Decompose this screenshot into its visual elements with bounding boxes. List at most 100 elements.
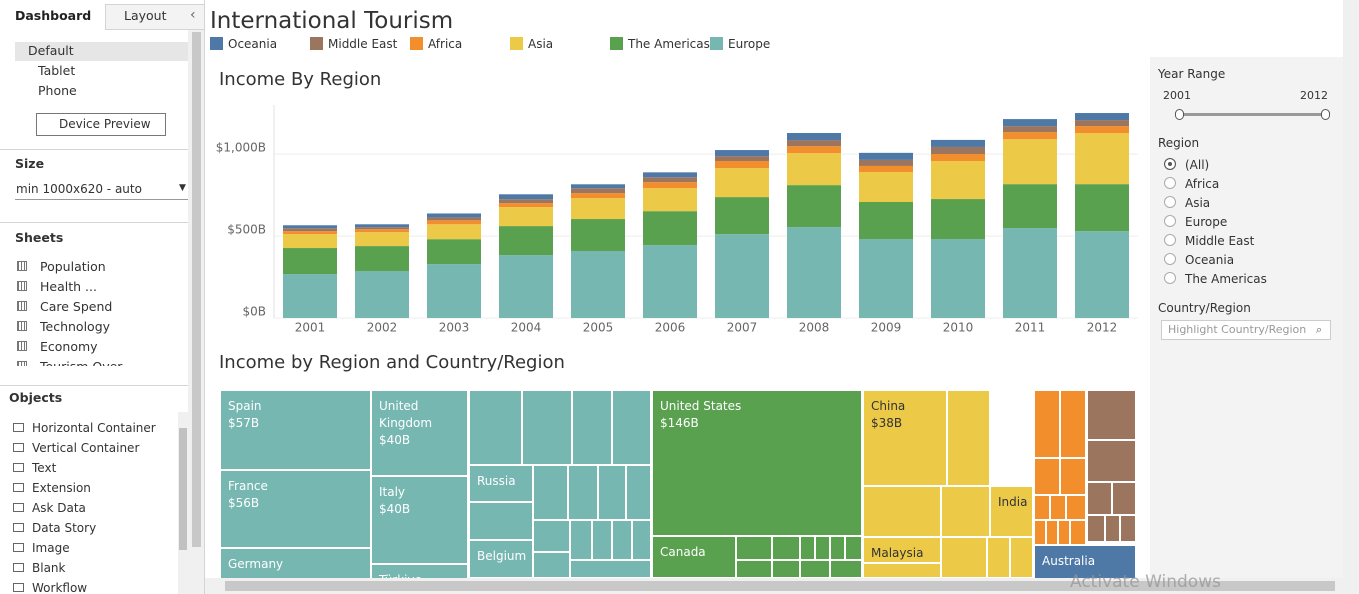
size-dropdown[interactable]: min 1000x620 - auto [16,182,142,196]
object-icon [13,583,24,592]
treemap-cell[interactable]: Germany [220,548,371,578]
object-item[interactable]: Ask Data [32,501,86,515]
treemap-cell[interactable]: China $38B [863,390,947,486]
bar-segment [859,201,913,240]
treemap-cell [941,537,987,578]
y-tick-label: $500B [227,223,266,237]
sheet-item[interactable]: Economy [40,339,98,354]
device-option[interactable]: Phone [38,83,77,98]
radio[interactable] [1164,253,1176,265]
treemap-cell[interactable]: Canada [652,536,736,578]
h-scrollbar-thumb[interactable] [225,581,1335,591]
sheet-list: Population Health ... Care Spend Technology… [0,255,188,366]
radio-label[interactable]: Asia [1185,196,1211,210]
radio[interactable] [1164,158,1176,170]
radio-label[interactable]: Europe [1185,215,1228,229]
radio[interactable] [1164,196,1176,208]
treemap-title: Income by Region and Country/Region [219,352,565,373]
slider-handle[interactable] [1175,109,1184,120]
treemap-cell [800,560,830,578]
treemap-cell [772,560,800,578]
treemap-cell[interactable]: United States $146B [652,390,862,536]
treemap-cell[interactable]: United Kingdom $40B [371,390,468,476]
object-item[interactable]: Data Story [32,521,97,535]
cell-label: Belgium [477,549,527,563]
treemap-cell [830,560,862,578]
sheet-item[interactable]: Tourism Over [40,359,122,366]
cell-label: Canada [660,545,706,559]
radio[interactable] [1164,215,1176,227]
bar-segment [283,225,337,229]
sheet-item[interactable]: Care Spend [40,299,113,314]
cell-value: $40B [379,502,411,516]
treemap-cell[interactable]: Malaysia [863,537,941,563]
radio[interactable] [1164,234,1176,246]
filter-panel [1150,57,1343,578]
chart-title: Income By Region [219,69,381,90]
device-option[interactable]: Tablet [38,63,76,78]
treemap-cell[interactable]: India [990,486,1033,537]
bar-segment [643,182,697,189]
slider-track[interactable] [1178,113,1326,116]
cell-label: China [871,399,906,413]
radio-label[interactable]: Middle East [1185,234,1255,248]
object-item[interactable]: Text [32,461,57,475]
dropdown-arrow[interactable]: ▼ [179,183,186,193]
treemap-cell [815,536,830,560]
radio-label[interactable]: Africa [1185,177,1220,191]
selected-row [15,42,188,61]
object-item[interactable]: Blank [32,561,66,575]
button-label[interactable]: Device Preview [59,117,151,131]
slider-handle[interactable] [1321,109,1330,120]
x-tick-label: 2009 [871,321,902,335]
radio-label[interactable]: The Americas [1185,272,1267,286]
x-tick-label: 2012 [1087,321,1118,335]
legend-swatch [510,37,523,50]
bar-segment [787,153,841,186]
bar-segment [859,239,913,318]
treemap-cell[interactable]: Australia [1034,545,1136,578]
device-option[interactable]: Default [28,43,74,58]
object-item[interactable]: Workflow [32,581,88,594]
treemap-cell[interactable]: Türkiye [371,564,468,578]
object-item[interactable]: Image [32,541,70,555]
treemap-cell[interactable]: Belgium [469,540,533,578]
sheet-item[interactable]: Population [40,259,106,274]
radio[interactable] [1164,177,1176,189]
treemap-cell[interactable]: France $56B [220,470,371,548]
scrollbar-thumb[interactable] [192,32,201,547]
sheet-item[interactable]: Technology [40,319,111,334]
cell-value: $146B [660,416,699,430]
treemap-cell [626,465,651,520]
cell-label: Malaysia [871,546,924,560]
treemap-cell[interactable]: Spain $57B [220,390,371,470]
treemap-cell[interactable]: Italy $40B [371,476,468,564]
search-placeholder[interactable]: Highlight Country/Region [1168,323,1307,336]
bar-segment [1003,228,1057,318]
bar-segment [571,188,625,194]
radio-label[interactable]: Oceania [1185,253,1235,267]
legend-label: Europe [728,37,771,51]
collapse-arrow[interactable]: ‹ [190,7,196,23]
object-item[interactable]: Vertical Container [32,441,140,455]
treemap-cell [1034,458,1060,495]
treemap-cell [632,520,651,560]
treemap-cell [1034,390,1060,458]
cell-value: $40B [379,433,411,447]
radio-label[interactable]: (All) [1185,158,1210,172]
cell-value: $38B [871,416,903,430]
sheet-item[interactable]: Health ... [40,279,97,294]
search-box[interactable] [1161,320,1331,340]
device-preview-button[interactable] [36,113,166,136]
radio[interactable] [1164,272,1176,284]
object-item[interactable]: Horizontal Container [32,421,156,435]
tab[interactable]: Layout [124,8,167,23]
sheet-icon [17,281,27,291]
bar-segment [1075,126,1129,134]
scrollbar-thumb[interactable] [179,428,187,550]
treemap-cell[interactable]: Russia [469,465,533,502]
tab[interactable]: Dashboard [15,8,92,23]
object-item[interactable]: Extension [32,481,91,495]
bar-segment [715,234,769,318]
